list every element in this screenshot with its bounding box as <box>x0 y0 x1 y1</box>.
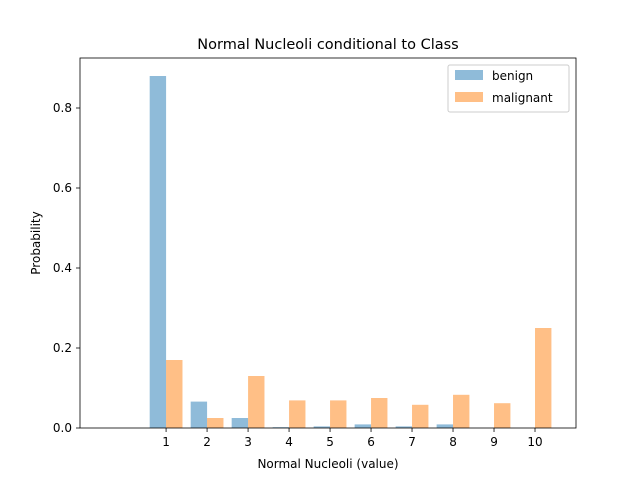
bar-malignant-6 <box>371 398 388 428</box>
x-axis-ticks: 1 2 3 4 5 6 7 8 9 10 <box>162 428 543 449</box>
x-tick-label: 1 <box>162 435 170 449</box>
x-tick-label: 10 <box>527 435 542 449</box>
bar-malignant-9 <box>494 403 511 428</box>
bar-benign-2 <box>190 401 208 428</box>
legend-label-benign: benign <box>492 69 533 83</box>
bar-malignant-4 <box>289 400 306 428</box>
y-tick-label: 0.6 <box>53 181 72 195</box>
bar-benign-7 <box>395 426 413 428</box>
legend-swatch-malignant <box>455 92 483 102</box>
bar-benign-8 <box>436 424 454 428</box>
y-axis-title: Probability <box>29 211 43 274</box>
x-tick-label: 9 <box>490 435 498 449</box>
chart-title: Normal Nucleoli conditional to Class <box>197 37 458 53</box>
x-tick-label: 8 <box>449 435 457 449</box>
x-tick-label: 2 <box>203 435 211 449</box>
y-tick-label: 0.8 <box>53 101 72 115</box>
y-tick-label: 0.4 <box>53 261 72 275</box>
bar-malignant-1 <box>166 360 183 428</box>
x-axis-title: Normal Nucleoli (value) <box>257 457 398 471</box>
bar-malignant-5 <box>330 400 347 428</box>
x-tick-label: 4 <box>285 435 293 449</box>
bar-benign-1 <box>149 76 167 428</box>
plot-frame <box>79 57 577 429</box>
bar-benign-3 <box>231 418 249 428</box>
legend-label-malignant: malignant <box>492 91 553 105</box>
bar-malignant-7 <box>412 404 429 428</box>
y-tick-label: 0.0 <box>53 421 72 435</box>
bar-benign-6 <box>354 424 372 428</box>
x-tick-label: 5 <box>326 435 334 449</box>
bar-benign-5 <box>313 426 331 428</box>
legend: benign malignant <box>447 64 570 113</box>
bar-malignant-2 <box>207 418 224 428</box>
y-tick-label: 0.2 <box>53 341 72 355</box>
x-tick-label: 6 <box>367 435 375 449</box>
bars-layer <box>149 76 552 428</box>
x-tick-label: 3 <box>244 435 252 449</box>
bar-malignant-10 <box>535 328 552 428</box>
legend-swatch-benign <box>455 70 483 80</box>
y-axis-ticks: 0.0 0.2 0.4 0.6 0.8 <box>53 101 80 435</box>
bar-malignant-3 <box>248 376 265 428</box>
x-tick-label: 7 <box>408 435 416 449</box>
bar-malignant-8 <box>453 394 470 428</box>
